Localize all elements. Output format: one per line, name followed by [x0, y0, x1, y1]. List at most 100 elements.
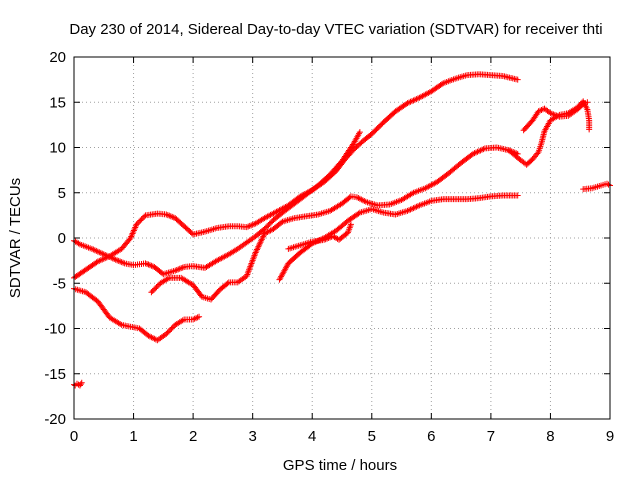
data-point — [534, 150, 541, 157]
data-point — [265, 222, 272, 229]
data-point — [97, 249, 104, 256]
data-point — [163, 211, 170, 218]
data-point — [150, 286, 157, 293]
data-point — [414, 95, 421, 102]
data-point — [256, 240, 263, 247]
data-point — [325, 235, 332, 241]
data-point — [404, 100, 411, 107]
series-group — [71, 285, 203, 344]
data-point — [138, 216, 145, 223]
series-group — [276, 192, 521, 283]
data-point — [478, 146, 485, 153]
data-point — [148, 262, 155, 269]
y-tick-label: 5 — [58, 185, 66, 202]
x-tick-label: 8 — [546, 428, 554, 445]
y-tick-label: 15 — [49, 94, 66, 111]
data-point — [408, 98, 415, 105]
data-point — [190, 316, 197, 323]
data-point — [258, 237, 265, 244]
data-marks — [71, 71, 613, 389]
series-group — [505, 98, 593, 168]
data-point — [408, 205, 415, 212]
data-point — [406, 99, 412, 106]
chart-title: Day 230 of 2014, Sidereal Day-to-day VTE… — [69, 21, 602, 38]
x-tick-label: 0 — [70, 428, 78, 445]
data-point — [356, 129, 363, 136]
series-group — [520, 99, 591, 134]
data-point — [149, 288, 156, 295]
data-point — [245, 223, 252, 230]
x-axis-label: GPS time / hours — [283, 457, 397, 474]
data-point — [266, 220, 273, 227]
data-point — [404, 207, 411, 214]
data-point — [153, 284, 160, 291]
data-point — [75, 240, 82, 247]
data-point — [413, 203, 420, 210]
data-point — [169, 213, 176, 220]
data-point — [91, 247, 98, 254]
data-point — [321, 236, 328, 243]
y-tick-label: -10 — [44, 321, 66, 338]
data-point — [134, 220, 141, 227]
y-tick-label: 10 — [49, 140, 66, 157]
data-point — [117, 320, 124, 327]
y-tick-label: 20 — [49, 49, 66, 66]
series-group — [71, 379, 85, 389]
data-point — [191, 315, 198, 322]
data-point — [114, 257, 121, 264]
data-point — [179, 317, 186, 324]
data-point — [254, 245, 261, 252]
data-point — [473, 149, 479, 156]
data-point — [361, 198, 368, 205]
data-point — [94, 258, 101, 265]
data-point — [163, 330, 170, 337]
data-point — [164, 212, 171, 219]
data-point — [535, 108, 542, 115]
data-point — [115, 257, 122, 264]
data-point — [167, 213, 174, 220]
data-point — [605, 181, 612, 188]
y-tick-label: -20 — [44, 411, 66, 428]
data-point — [168, 325, 175, 332]
data-point — [172, 267, 179, 274]
data-point — [142, 260, 149, 267]
data-point — [148, 289, 155, 296]
y-axis-label: SDTVAR / TECUs — [7, 178, 24, 298]
data-point — [103, 254, 110, 261]
data-point — [551, 111, 558, 118]
data-point — [579, 102, 586, 109]
data-point — [97, 257, 104, 264]
x-tick-label: 2 — [189, 428, 197, 445]
data-point — [78, 379, 85, 386]
series-group — [580, 180, 613, 193]
data-point — [474, 148, 481, 155]
x-tick-label: 9 — [606, 428, 614, 445]
data-point — [253, 248, 260, 255]
axis-ticks: 0 1 2 3 4 5 6 7 8 9 -20 -15 -10 -5 0 5 10 15 20 — [44, 49, 614, 445]
data-point — [346, 194, 353, 201]
data-point — [262, 224, 269, 231]
data-point — [102, 255, 109, 262]
x-tick-label: 7 — [487, 428, 495, 445]
data-point — [410, 97, 417, 104]
data-point — [165, 328, 172, 335]
data-point — [133, 221, 140, 228]
data-point — [256, 242, 263, 249]
data-point — [164, 275, 171, 282]
data-point — [93, 247, 100, 254]
data-point — [164, 329, 171, 336]
data-point — [243, 224, 250, 231]
y-tick-label: -15 — [44, 366, 66, 383]
series-group — [285, 221, 354, 252]
data-point — [355, 210, 362, 217]
data-point — [152, 285, 159, 292]
x-tick-label: 6 — [427, 428, 435, 445]
data-point — [258, 236, 265, 243]
data-point — [550, 111, 557, 118]
data-point — [179, 264, 186, 271]
data-point — [194, 314, 201, 321]
data-point — [137, 217, 144, 224]
data-point — [411, 96, 418, 103]
data-point — [90, 246, 97, 253]
data-point — [553, 112, 560, 119]
